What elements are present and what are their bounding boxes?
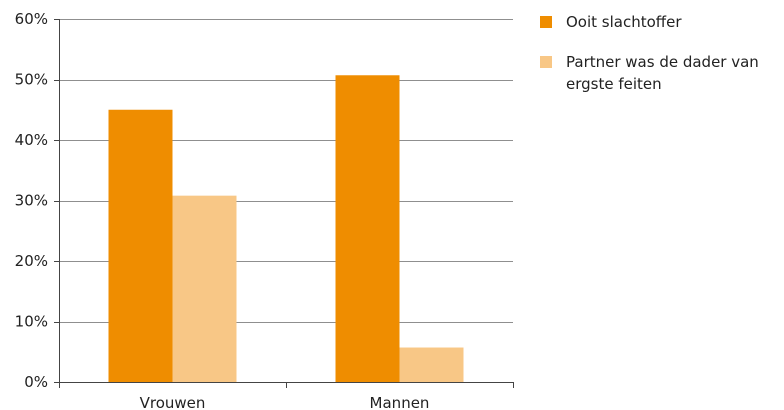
legend: Ooit slachtoffer Partner was de dader van…: [540, 13, 759, 93]
bar-mannen-series-1: [335, 75, 400, 382]
legend-item-2: Partner was de dader van ergste feiten: [540, 53, 759, 93]
legend-label: ergste feiten: [566, 75, 662, 93]
bar-mannen-series-2: [399, 347, 464, 382]
y-tick-label: 30%: [15, 192, 48, 210]
legend-item-1: Ooit slachtoffer: [540, 13, 682, 31]
x-tick-labels: Vrouwen Mannen: [59, 382, 514, 410]
y-tick-label: 40%: [15, 131, 48, 149]
y-tick-label: 20%: [15, 252, 48, 270]
bar-vrouwen-series-2: [172, 195, 237, 382]
legend-swatch: [540, 16, 552, 28]
y-tick-label: 10%: [15, 313, 48, 331]
x-tick-label: Mannen: [370, 394, 430, 410]
y-tick-label: 60%: [15, 10, 48, 28]
legend-swatch: [540, 56, 552, 68]
y-tick-label: 0%: [24, 373, 48, 391]
y-tick-labels: 0% 10% 20% 30% 40% 50% 60%: [15, 10, 59, 391]
x-tick-label: Vrouwen: [140, 394, 206, 410]
bar-vrouwen-series-1: [108, 109, 173, 382]
legend-label: Partner was de dader van: [566, 53, 759, 71]
bars: [108, 75, 464, 382]
legend-label: Ooit slachtoffer: [566, 13, 682, 31]
y-tick-label: 50%: [15, 71, 48, 89]
